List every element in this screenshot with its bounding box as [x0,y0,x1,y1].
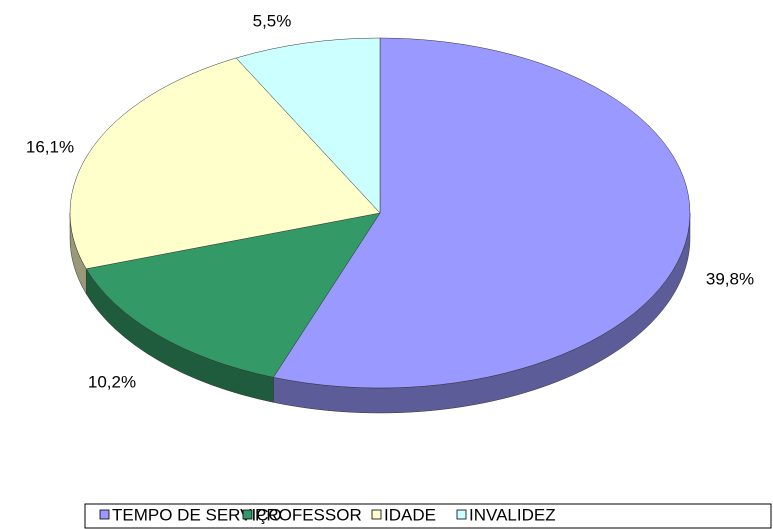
legend-label: IDADE [384,505,436,524]
data-label: 16,1% [26,137,74,156]
legend-swatch [99,509,110,520]
slice [85,212,381,378]
data-label: 5,5% [253,11,292,30]
data-label: 39,8% [706,269,754,288]
data-label: 10,2% [88,372,136,391]
legend-box [84,503,772,529]
legend-label: INVALIDEZ [469,505,556,524]
legend-label: TEMPO DE SERVIÇO [112,505,282,524]
legend-label: PROFESSOR [255,505,362,524]
slice [69,57,381,270]
legend-swatch [242,509,253,520]
slice [235,37,381,214]
legend-swatch [371,509,382,520]
slice [272,37,691,389]
legend-swatch [456,509,467,520]
